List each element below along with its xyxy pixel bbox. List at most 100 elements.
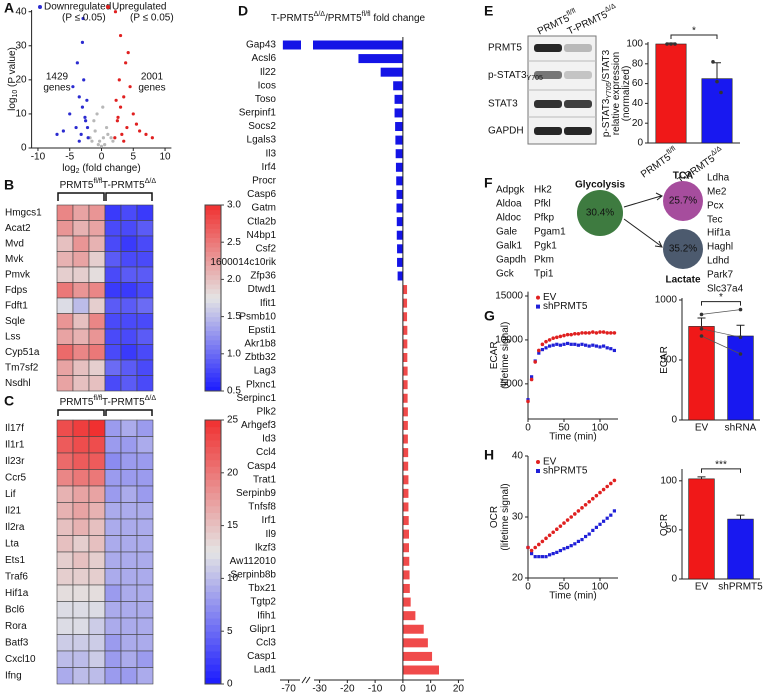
y-tick-label: 1000: [655, 295, 678, 306]
colorbar-step: [205, 479, 221, 487]
colorbar-step: [205, 270, 221, 276]
bar: [380, 67, 403, 77]
heat-cell: [104, 419, 122, 437]
heat-cell: [136, 502, 154, 520]
x-axis-label: log2 (fold change): [62, 163, 140, 176]
colorbar-tick-label: 1.5: [227, 311, 241, 322]
category-label: Glipr1: [249, 624, 276, 635]
heat-cell: [120, 297, 138, 314]
bar: [688, 478, 715, 580]
point: [92, 119, 96, 123]
colorbar-step: [205, 232, 221, 239]
heat-cell: [88, 297, 106, 314]
heat-cell: [88, 634, 106, 652]
pathway-percent: 35.2%: [669, 244, 697, 255]
group-bracket: [57, 409, 105, 416]
point: [587, 331, 591, 335]
point: [106, 132, 110, 136]
point: [526, 399, 530, 404]
colorbar-step: [205, 558, 221, 566]
heat-cell: [104, 634, 122, 652]
bar: [402, 583, 410, 593]
category-label: Akr1b8: [244, 339, 276, 350]
y-axis-label: OCR: [659, 514, 670, 536]
text-part: Δ/Δ: [145, 178, 157, 185]
x-tick-label: 0: [525, 423, 531, 434]
point: [530, 375, 534, 379]
heat-cell: [56, 204, 74, 221]
y-axis-label: relative expression: [611, 52, 622, 135]
row-label: Fdft1: [5, 300, 28, 311]
bar: [402, 651, 433, 661]
error-bar: [736, 324, 745, 336]
bar: [402, 434, 408, 444]
heat-cell: [136, 617, 154, 635]
heat-cell: [56, 328, 74, 345]
point: [594, 344, 598, 348]
heat-cell: [136, 650, 154, 668]
category-label: Csf2: [255, 243, 276, 254]
y-tick-label: 40: [512, 451, 524, 462]
gene-label: Pfkp: [534, 213, 554, 224]
row-label: Ets1: [5, 555, 25, 566]
point: [138, 129, 142, 133]
point: [109, 136, 113, 140]
heat-cell: [136, 469, 154, 487]
colorbar-step: [205, 677, 221, 685]
y-tick-label: 0: [671, 415, 677, 426]
heat-cell: [56, 584, 74, 602]
heat-cell: [136, 667, 154, 685]
point: [83, 115, 87, 119]
category-label: Dtwd1: [248, 284, 277, 295]
point: [601, 487, 606, 492]
gene-label: Tec: [707, 215, 723, 226]
row-label: Traf6: [5, 571, 28, 582]
colorbar-tick-label: 25: [227, 415, 239, 426]
heat-cell: [136, 220, 154, 237]
colorbar-step: [205, 472, 221, 480]
text-part: PRMT5: [60, 180, 94, 191]
point: [93, 129, 97, 133]
bar: [402, 353, 408, 362]
heat-cell: [88, 551, 106, 569]
point: [117, 78, 121, 82]
category-label: Ikzf3: [255, 542, 277, 553]
point: [533, 360, 537, 364]
category-label: Arhgef3: [241, 420, 276, 431]
colorbar-step: [205, 358, 221, 364]
heat-cell: [136, 375, 154, 392]
gene-label: Park7: [707, 270, 734, 281]
legend-marker: [536, 469, 540, 473]
row-label: Bcl6: [5, 604, 25, 615]
colorbar-step: [205, 307, 221, 313]
point: [126, 50, 130, 55]
point: [74, 125, 78, 130]
blot-band: [534, 44, 562, 52]
point: [113, 136, 117, 140]
point: [75, 61, 79, 65]
colorbar-step: [205, 459, 221, 467]
point: [533, 545, 537, 550]
bar: [395, 162, 403, 172]
colorbar-step: [205, 565, 221, 573]
x-tick-label: -20: [340, 684, 355, 694]
gene-label: Hif1a: [707, 228, 731, 239]
colorbar-step: [205, 532, 221, 540]
data-point: [715, 79, 719, 84]
blot-band: [564, 71, 592, 79]
pair-line: [701, 309, 741, 315]
category-label: Trat1: [253, 474, 276, 485]
heat-cell: [120, 419, 138, 437]
heat-cell: [72, 452, 90, 470]
text-part: fl/fl: [362, 11, 371, 18]
colorbar-step: [205, 321, 221, 327]
heat-cell: [104, 313, 122, 330]
colorbar-step: [205, 228, 221, 234]
group-label: T-PRMT5Δ/Δ: [102, 178, 156, 190]
heat-cell: [104, 235, 122, 252]
y-tick-label: 5000: [501, 378, 524, 389]
legend-label: EV: [543, 292, 557, 303]
text-part: PRMT5: [536, 13, 572, 37]
y-axis-label: (lifetime signal): [500, 483, 511, 550]
point: [602, 519, 606, 523]
